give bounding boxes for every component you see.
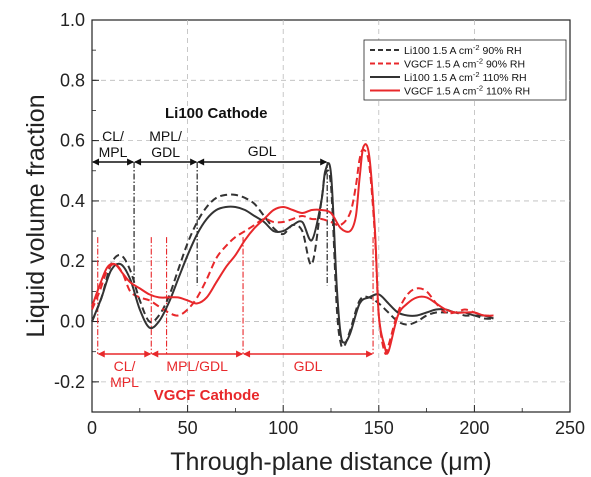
- legend-label-sup: -2: [476, 84, 483, 93]
- y-tick-label: 1.0: [60, 10, 85, 30]
- legend-label: VGCF 1.5 A cm-2 110% RH: [404, 84, 530, 98]
- y-tick-label: 0.6: [60, 131, 85, 151]
- li100-cathode-title: Li100 Cathode: [165, 105, 268, 122]
- li100-region-label-line: GDL: [248, 143, 277, 159]
- y-axis-label: Liquid volume fraction: [22, 94, 50, 337]
- y-tick-label: 0.8: [60, 70, 85, 90]
- legend-label-main: VGCF 1.5 A cm: [404, 86, 477, 98]
- x-tick-label: 100: [268, 418, 298, 438]
- x-tick-label: 0: [87, 418, 97, 438]
- y-tick-label: 0.2: [60, 251, 85, 271]
- vgcf-region-arrow-head: [243, 350, 251, 358]
- li100-region-label: MPL/GDL: [149, 128, 182, 160]
- vgcf-region-label: GDL: [294, 358, 323, 374]
- li100-region-label-line: GDL: [151, 144, 180, 160]
- series-line: [91, 162, 494, 344]
- li100-region-label-line: CL/: [102, 128, 124, 144]
- li100-region-label-line: MPL/: [149, 128, 182, 144]
- legend-label-sup: -2: [473, 70, 480, 79]
- li100-region-arrow-head: [92, 158, 99, 166]
- li100-region-arrow-head: [197, 158, 205, 166]
- vgcf-region-arrow-head: [236, 350, 244, 358]
- vgcf-region-arrow-head: [97, 350, 105, 358]
- series-line: [91, 169, 494, 349]
- legend-label-main: Li100 1.5 A cm: [404, 72, 473, 84]
- vgcf-region-arrow-head: [366, 350, 374, 358]
- x-tick-label: 50: [178, 418, 198, 438]
- x-tick-label: 150: [364, 418, 394, 438]
- li100-region-arrow-head: [134, 158, 142, 166]
- li100-region-arrow-head: [127, 158, 135, 166]
- li100-region-label: GDL: [248, 143, 277, 159]
- legend-label-main: Li100 1.5 A cm: [404, 45, 473, 57]
- vgcf-cathode-title: VGCF Cathode: [154, 387, 260, 404]
- legend-label-sup: -2: [473, 43, 480, 52]
- legend-label-main: VGCF 1.5 A cm: [404, 59, 477, 71]
- vgcf-region-label: MPL/GDL: [166, 358, 228, 374]
- li100-region-label-line: MPL: [99, 144, 128, 160]
- vgcf-region-label-line: GDL: [294, 358, 323, 374]
- vgcf-region-arrow-head: [144, 350, 152, 358]
- series-line: [91, 143, 494, 355]
- legend-label-suffix: 90% RH: [483, 59, 525, 71]
- legend-label-suffix: 110% RH: [483, 86, 530, 98]
- series-line: [91, 148, 494, 355]
- vgcf-region-label-line: MPL: [110, 374, 139, 390]
- ticks: 0 50 100 150 200 250 -0.2 0.0 0.2 0.4 0.6 0.8 1.0: [54, 10, 585, 438]
- li100-region-label: CL/MPL: [99, 128, 128, 160]
- legend-label: VGCF 1.5 A cm-2 90% RH: [404, 57, 525, 71]
- vgcf-region-label-line: MPL/GDL: [166, 358, 228, 374]
- legend-label: Li100 1.5 A cm-2 110% RH: [404, 70, 527, 84]
- legend-label-suffix: 110% RH: [480, 72, 527, 84]
- y-tick-label: 0.4: [60, 191, 85, 211]
- vgcf-region-label-line: CL/: [114, 358, 136, 374]
- series-lines: [91, 143, 494, 355]
- legend-label-sup: -2: [476, 57, 483, 66]
- x-tick-label: 250: [555, 418, 585, 438]
- vgcf-region-arrow-head: [151, 350, 159, 358]
- y-tick-label: -0.2: [54, 372, 85, 392]
- li100-region-arrow-head: [320, 158, 328, 166]
- legend-label-suffix: 90% RH: [480, 45, 522, 57]
- x-axis-label: Through-plane distance (μm): [170, 448, 492, 476]
- x-tick-label: 200: [459, 418, 489, 438]
- vgcf-region-label: CL/MPL: [110, 358, 139, 390]
- li100-region-arrow-head: [190, 158, 198, 166]
- y-tick-label: 0.0: [60, 312, 85, 332]
- legend-label: Li100 1.5 A cm-2 90% RH: [404, 43, 522, 57]
